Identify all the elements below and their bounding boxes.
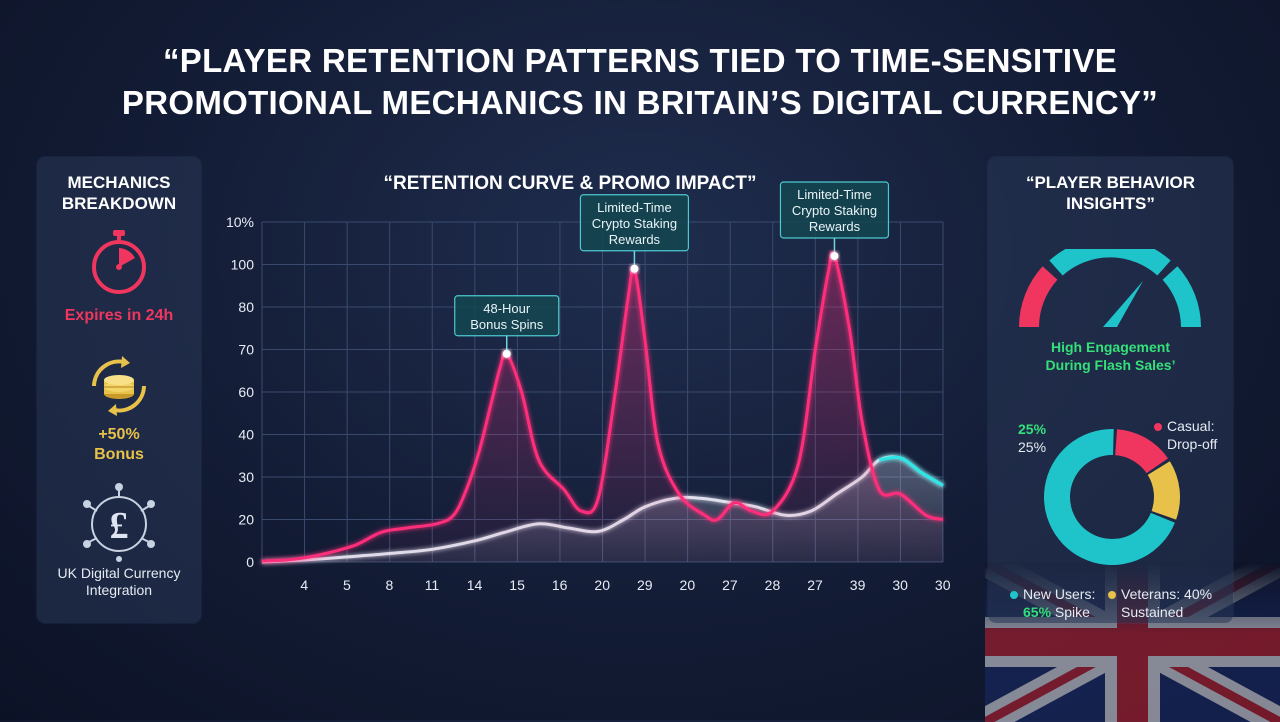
insights-panel: “PLAYER BEHAVIOR INSIGHTS” High Engageme… xyxy=(988,157,1233,623)
annotation-text: Limited-Time xyxy=(597,200,672,215)
y-tick-label: 60 xyxy=(238,384,254,400)
timer-label: Expires in 24h xyxy=(64,307,174,324)
chart-title: “RETENTION CURVE & PROMO IMPACT” xyxy=(383,173,757,194)
casual-line-2: Drop-off xyxy=(1167,436,1218,452)
donut-top-green: 25% xyxy=(1018,421,1047,437)
currency-label: UK Digital Currency Integration xyxy=(37,565,201,599)
x-tick-label: 39 xyxy=(850,577,866,593)
page-title-line-2: PROMOTIONAL MECHANICS IN BRITAIN’S DIGIT… xyxy=(121,84,1159,121)
gauge-label: High Engagement During Flash Sales’ xyxy=(988,338,1233,374)
x-axis-ticks: 4 5 8 11 14 15 16 20 29 20 27 28 27 39 30 30 xyxy=(300,577,950,593)
bonus-label: +50% Bonus xyxy=(37,425,201,465)
annotation-text: Rewards xyxy=(609,232,661,247)
x-tick-label: 30 xyxy=(935,577,951,593)
gauge-line-2: During Flash Sales’ xyxy=(1045,357,1176,373)
y-tick-label: 80 xyxy=(238,299,254,315)
x-tick-label: 27 xyxy=(722,577,738,593)
pound-network-icon: £ xyxy=(83,483,155,562)
annotation-text: Crypto Staking xyxy=(592,216,677,231)
pink-series-area xyxy=(262,252,943,563)
casual-legend: Casual: Drop-off xyxy=(1154,417,1217,453)
x-tick-label: 5 xyxy=(343,577,351,593)
new-users-percent: 65% xyxy=(1023,604,1052,620)
annotation-box xyxy=(779,181,890,239)
x-tick-label: 8 xyxy=(386,577,394,593)
svg-text:£: £ xyxy=(110,505,129,547)
x-tick-label: 30 xyxy=(892,577,908,593)
annotation-text: Limited-Time xyxy=(797,187,872,202)
currency-line-2: Integration xyxy=(85,582,153,598)
veterans-legend: Veterans: 40% Sustained xyxy=(1108,585,1212,621)
annotation-text: Crypto Staking xyxy=(792,203,877,218)
donut-segment-new-users xyxy=(1044,429,1175,565)
x-tick-label: 28 xyxy=(765,577,781,593)
y-tick-label: 30 xyxy=(238,469,254,485)
mechanics-panel-title: MECHANICS BREAKDOWN xyxy=(37,172,201,214)
annotation-point xyxy=(502,349,511,358)
coin-stack-icon xyxy=(92,356,146,416)
y-tick-label: 20 xyxy=(238,512,254,528)
new-users-legend: New Users: 65% Spike xyxy=(1010,585,1095,621)
annotation-text: Rewards xyxy=(809,219,861,234)
page-title: “PLAYER RETENTION PATTERNS TIED TO TIME-… xyxy=(0,40,1280,124)
teal-series-tail xyxy=(878,455,944,487)
casual-dot xyxy=(1154,423,1162,432)
x-tick-label: 14 xyxy=(467,577,483,593)
mechanics-title-line-1: MECHANICS xyxy=(67,173,171,192)
y-tick-label: 40 xyxy=(238,427,254,443)
insights-panel-title: “PLAYER BEHAVIOR INSIGHTS” xyxy=(988,172,1233,214)
annotation-point xyxy=(830,252,839,260)
x-tick-label: 15 xyxy=(509,577,525,593)
engagement-gauge-icon xyxy=(1019,249,1201,328)
y-tick-label: 10% xyxy=(226,214,254,230)
insights-title-line-1: “PLAYER BEHAVIOR xyxy=(1025,173,1196,192)
new-users-dot xyxy=(1010,591,1018,600)
bonus-percent: +50% xyxy=(98,426,140,443)
casual-line-1: Casual: xyxy=(1167,418,1215,434)
donut-top-white: 25% xyxy=(1018,439,1047,455)
x-tick-label: 29 xyxy=(637,577,653,593)
x-tick-label: 16 xyxy=(552,577,568,593)
y-tick-label: 100 xyxy=(231,257,255,273)
donut-segment-veterans xyxy=(1147,461,1180,520)
x-tick-label: 11 xyxy=(425,577,440,593)
y-axis-ticks: 0 20 30 40 60 70 80 100 10% xyxy=(226,214,254,570)
donut-top-label: 25% 25% xyxy=(1018,420,1046,456)
new-users-line-1: New Users: xyxy=(1023,586,1096,602)
x-tick-label: 20 xyxy=(594,577,610,593)
x-tick-label: 27 xyxy=(807,577,823,593)
stopwatch-icon xyxy=(92,230,146,294)
mechanics-panel: MECHANICS BREAKDOWN Expires in 24h +50% … xyxy=(37,157,201,623)
annotation-box xyxy=(579,194,690,252)
player-segments-donut xyxy=(1044,429,1180,565)
new-users-spike: Spike xyxy=(1051,604,1090,620)
annotation-box xyxy=(454,295,560,337)
x-tick-label: 20 xyxy=(680,577,696,593)
insights-title-line-2: INSIGHTS” xyxy=(1066,194,1155,213)
donut-segment-casual xyxy=(1115,429,1168,474)
veterans-line-2: Sustained xyxy=(1121,604,1184,620)
annotation-text: 48-Hour xyxy=(483,301,531,316)
y-tick-label: 70 xyxy=(238,342,254,358)
veterans-dot xyxy=(1108,591,1116,600)
bonus-word: Bonus xyxy=(94,446,144,463)
veterans-line-1: Veterans: 40% xyxy=(1121,586,1213,602)
annotation-point xyxy=(630,264,639,273)
gauge-line-1: High Engagement xyxy=(1050,339,1170,355)
x-tick-label: 4 xyxy=(300,577,308,593)
y-tick-label: 0 xyxy=(246,554,254,570)
page-title-line-1: “PLAYER RETENTION PATTERNS TIED TO TIME-… xyxy=(162,42,1118,79)
currency-line-1: UK Digital Currency xyxy=(57,565,181,581)
annotation-text: Bonus Spins xyxy=(470,317,543,332)
mechanics-title-line-2: BREAKDOWN xyxy=(61,194,177,213)
